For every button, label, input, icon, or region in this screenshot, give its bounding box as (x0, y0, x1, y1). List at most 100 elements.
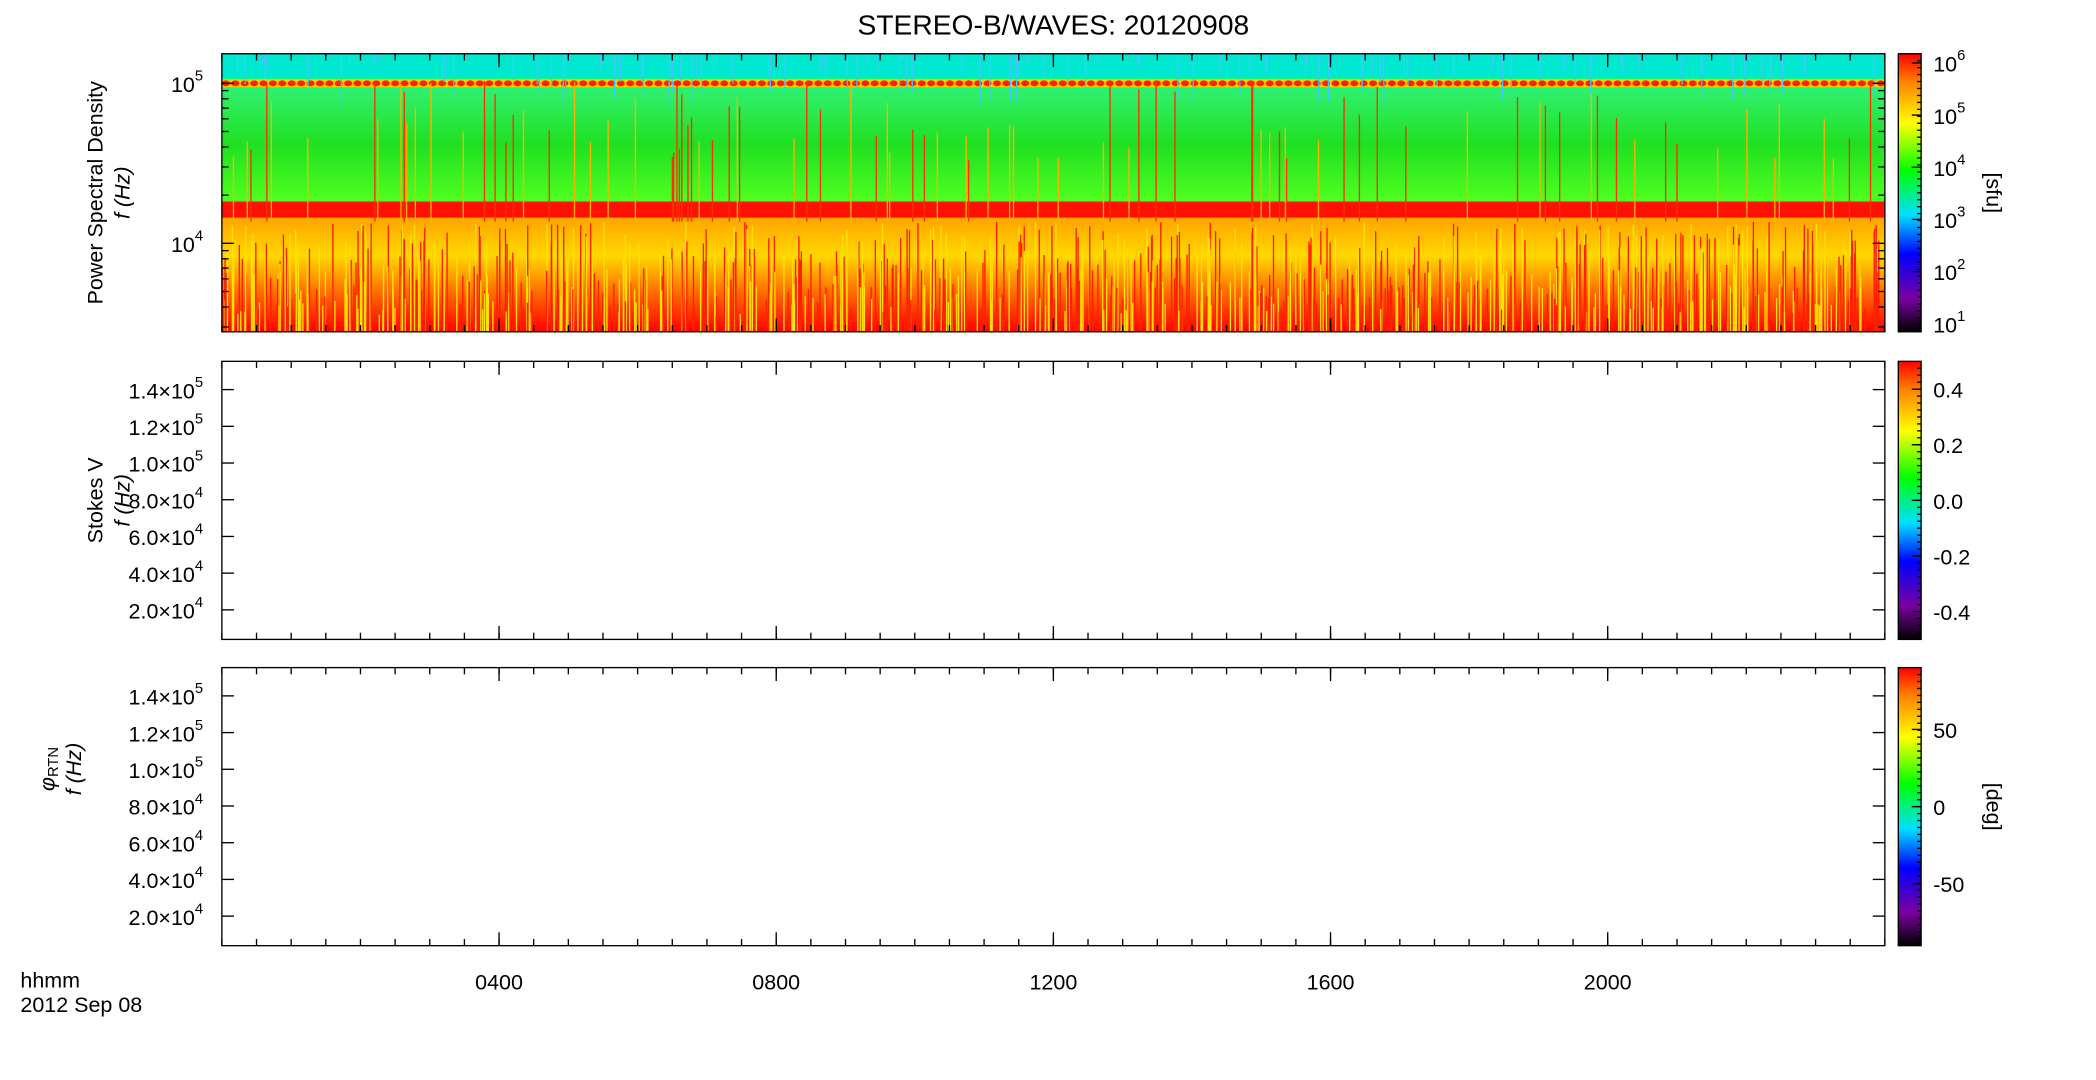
spectrogram-dot (287, 80, 296, 87)
spectrogram-dot (739, 80, 748, 87)
spectrogram-dot (1707, 80, 1716, 87)
spectrogram-band (221, 201, 1885, 218)
colorbar-tick-label: -50 (1933, 873, 1964, 897)
spectrogram-dot (1820, 80, 1829, 87)
spectrogram-dot (833, 80, 842, 87)
spectrogram-dot (1810, 80, 1820, 87)
tick-exponent: 4 (195, 485, 203, 501)
spectrogram-dot (1058, 80, 1067, 87)
y-tick-label: 1.4×105 (129, 681, 204, 709)
tick-exponent: 5 (195, 681, 203, 697)
spectrogram-dot (1049, 80, 1058, 87)
spectrogram-dot (1312, 80, 1321, 87)
spectrogram-dot (814, 80, 823, 87)
spectrogram-dot (870, 80, 879, 87)
spectrogram-dot (626, 80, 635, 87)
spectrogram-dot (1491, 80, 1500, 87)
y-axis-label: Stokes V (84, 457, 108, 544)
spectrogram-dot (1115, 80, 1124, 87)
spectrogram-dot (297, 80, 306, 87)
y-tick-label: 1.0×105 (129, 448, 204, 476)
spectrogram-dot (1829, 80, 1838, 87)
spectrogram-dot (409, 80, 418, 87)
spectrogram-dot (1594, 80, 1603, 87)
y-tick-label: 1.2×105 (129, 412, 204, 440)
spectrogram-dot (1124, 80, 1133, 87)
spectrogram-dot (1773, 80, 1782, 87)
plot-frame (221, 360, 1886, 641)
spectrogram-dot (1246, 80, 1255, 87)
colorbar-tick-label: 101 (1933, 309, 1965, 337)
tick-exponent: 3 (1957, 205, 1965, 221)
tick-exponent: 5 (195, 448, 203, 464)
tick-exponent: 4 (195, 229, 203, 245)
spectrogram-dot (1848, 80, 1857, 87)
spectrogram-dot (522, 80, 531, 87)
spectrogram-dot (1331, 80, 1340, 87)
spectrogram-dot (466, 80, 475, 87)
spectrogram-dot (974, 80, 983, 87)
y-tick-label: 4.0×104 (129, 865, 204, 893)
spectrogram-dot (550, 80, 560, 87)
y-tick-label: 1.2×105 (129, 718, 204, 746)
spectrogram-dot (315, 80, 324, 87)
spectrogram-dot (1434, 80, 1443, 87)
spectrogram-dot (955, 80, 964, 87)
spectrogram-dot (1547, 80, 1556, 87)
spectrogram-dot (1162, 80, 1171, 87)
spectrogram-dot (1293, 80, 1302, 87)
tick-exponent: 5 (195, 375, 203, 391)
y-axis-label: f (Hz) (110, 167, 134, 220)
tick-exponent: 4 (1957, 152, 1965, 168)
tick-text: 2.0×10 (129, 905, 195, 929)
y-axis-label: φRTN (35, 747, 62, 791)
tick-exponent: 4 (195, 828, 203, 844)
spectrogram-dot (1510, 80, 1519, 87)
tick-text: 1200 (1029, 970, 1077, 994)
colorbar-label: [sfu] (1982, 172, 2006, 213)
tick-text: 0.0 (1933, 490, 1963, 514)
colorbar-tick-label: -0.4 (1933, 601, 1970, 625)
tick-exponent: 2 (1957, 257, 1965, 273)
y-tick-label: 1.0×105 (129, 754, 204, 782)
spectrogram-dot (748, 80, 757, 87)
spectrogram-dot (1039, 80, 1048, 87)
spectrogram-dot (1369, 80, 1378, 87)
tick-text: 1600 (1307, 970, 1355, 994)
spectrogram-dot (917, 80, 926, 87)
spectrogram-dot (1030, 80, 1039, 87)
spectrogram-band (221, 88, 1885, 202)
spectrogram-dot (447, 80, 456, 87)
spectrogram-dot (964, 80, 973, 87)
tick-exponent: 1 (1957, 309, 1965, 325)
spectrogram-dot (673, 80, 682, 87)
spectrogram-dot (1387, 80, 1396, 87)
spectrogram-dot (494, 80, 503, 87)
tick-text: 1.2×10 (129, 722, 195, 746)
tick-exponent: 4 (195, 901, 203, 917)
spectrogram-dot (1622, 80, 1631, 87)
spectrogram-dot (1406, 80, 1415, 87)
tick-exponent: 5 (195, 754, 203, 770)
tick-exponent: 4 (195, 558, 203, 574)
chart-title: STEREO-B/WAVES: 20120908 (858, 8, 1250, 40)
spectrogram-dot (1068, 80, 1077, 87)
spectrogram-dot (1528, 80, 1537, 87)
y-tick-label: 6.0×104 (129, 828, 204, 856)
colorbar-tick-label: -0.2 (1933, 545, 1970, 569)
tick-text: 4.0×10 (129, 869, 195, 893)
tick-text: 4.0×10 (129, 563, 195, 587)
spectrogram-dot (428, 80, 437, 87)
spectrogram-dot (1688, 80, 1697, 87)
spectrogram-dot (992, 80, 1001, 87)
colorbar-tick-label: 105 (1933, 100, 1965, 128)
spectrogram-dot (268, 80, 277, 87)
colorbar-tick-label: 0 (1933, 796, 1945, 820)
spectrogram-dot (1754, 80, 1763, 87)
spectrogram-dot (1604, 80, 1613, 87)
y-tick-label: 2.0×104 (129, 901, 204, 929)
spectrogram-dot (616, 80, 625, 87)
spectrogram-dot (1463, 80, 1472, 87)
colorbar-tick-label: 102 (1933, 257, 1965, 285)
tick-text: 1.2×10 (129, 416, 195, 440)
